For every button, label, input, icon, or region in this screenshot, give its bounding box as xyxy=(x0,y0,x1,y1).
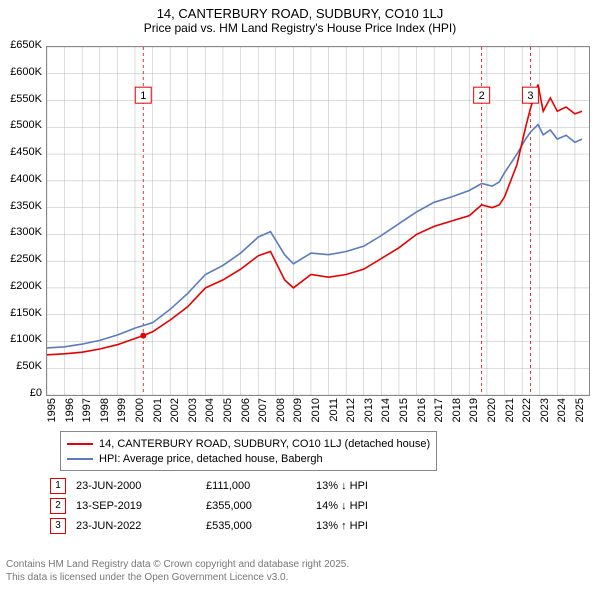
x-tick-label: 2022 xyxy=(521,398,533,428)
y-tick-label: £250K xyxy=(0,253,42,265)
x-tick-label: 1999 xyxy=(116,398,128,428)
svg-text:1: 1 xyxy=(140,90,146,102)
y-tick-label: £400K xyxy=(0,173,42,185)
x-tick-label: 2005 xyxy=(222,398,234,428)
y-tick-label: £650K xyxy=(0,39,42,51)
x-tick-label: 2018 xyxy=(451,398,463,428)
y-tick-label: £300K xyxy=(0,226,42,238)
x-tick-label: 1995 xyxy=(46,398,58,428)
x-tick-label: 2012 xyxy=(345,398,357,428)
y-tick-label: £100K xyxy=(0,333,42,345)
svg-text:3: 3 xyxy=(527,90,533,102)
x-tick-label: 2011 xyxy=(328,398,340,428)
y-tick-label: £150K xyxy=(0,307,42,319)
y-tick-label: £0 xyxy=(0,387,42,399)
chart-footer: Contains HM Land Registry data © Crown c… xyxy=(6,558,349,584)
y-tick-label: £50K xyxy=(0,360,42,372)
chart-plot-area: 1 2 3 xyxy=(46,46,590,396)
x-tick-label: 2023 xyxy=(539,398,551,428)
x-tick-label: 2004 xyxy=(204,398,216,428)
y-tick-label: £550K xyxy=(0,93,42,105)
y-tick-label: £500K xyxy=(0,119,42,131)
x-tick-label: 2019 xyxy=(468,398,480,428)
chart-svg: 1 2 3 xyxy=(47,47,589,395)
marker-date: 23-JUN-2000 xyxy=(76,480,206,492)
marker-box-icon: 1 xyxy=(50,478,66,494)
x-tick-label: 2002 xyxy=(169,398,181,428)
x-tick-label: 1997 xyxy=(81,398,93,428)
x-tick-label: 2007 xyxy=(257,398,269,428)
table-row: 2 13-SEP-2019 £355,000 14% ↓ HPI xyxy=(50,496,406,516)
y-tick-label: £200K xyxy=(0,280,42,292)
marker-delta: 14% ↓ HPI xyxy=(316,500,406,512)
x-tick-label: 2015 xyxy=(398,398,410,428)
footer-line-2: This data is licensed under the Open Gov… xyxy=(6,571,349,584)
x-tick-label: 2014 xyxy=(380,398,392,428)
legend-label-2: HPI: Average price, detached house, Babe… xyxy=(99,453,323,465)
y-tick-label: £600K xyxy=(0,66,42,78)
x-tick-label: 2010 xyxy=(310,398,322,428)
marker-delta: 13% ↓ HPI xyxy=(316,480,406,492)
y-tick-label: £450K xyxy=(0,146,42,158)
marker-date: 23-JUN-2022 xyxy=(76,520,206,532)
marker-box-icon: 3 xyxy=(50,518,66,534)
footer-line-1: Contains HM Land Registry data © Crown c… xyxy=(6,558,349,571)
table-row: 3 23-JUN-2022 £535,000 13% ↑ HPI xyxy=(50,516,406,536)
marker-data-table: 1 23-JUN-2000 £111,000 13% ↓ HPI 2 13-SE… xyxy=(50,476,406,536)
legend-row: 14, CANTERBURY ROAD, SUDBURY, CO10 1LJ (… xyxy=(67,436,430,451)
marker-price: £111,000 xyxy=(206,480,316,492)
x-tick-label: 2009 xyxy=(292,398,304,428)
marker-date: 13-SEP-2019 xyxy=(76,500,206,512)
table-row: 1 23-JUN-2000 £111,000 13% ↓ HPI xyxy=(50,476,406,496)
marker-price: £355,000 xyxy=(206,500,316,512)
marker-delta: 13% ↑ HPI xyxy=(316,520,406,532)
x-tick-label: 2025 xyxy=(574,398,586,428)
x-tick-label: 1998 xyxy=(99,398,111,428)
chart-legend: 14, CANTERBURY ROAD, SUDBURY, CO10 1LJ (… xyxy=(60,431,437,471)
x-tick-label: 2006 xyxy=(240,398,252,428)
chart-title: 14, CANTERBURY ROAD, SUDBURY, CO10 1LJ xyxy=(0,0,600,21)
legend-label-1: 14, CANTERBURY ROAD, SUDBURY, CO10 1LJ (… xyxy=(99,438,430,450)
x-tick-label: 2024 xyxy=(556,398,568,428)
x-tick-label: 2016 xyxy=(416,398,428,428)
x-tick-label: 2008 xyxy=(275,398,287,428)
x-tick-label: 2020 xyxy=(486,398,498,428)
x-tick-label: 2013 xyxy=(363,398,375,428)
legend-swatch-1 xyxy=(67,443,93,445)
svg-text:2: 2 xyxy=(479,90,485,102)
x-tick-label: 2003 xyxy=(187,398,199,428)
marker-price: £535,000 xyxy=(206,520,316,532)
y-tick-label: £350K xyxy=(0,200,42,212)
x-tick-label: 2001 xyxy=(152,398,164,428)
x-tick-label: 1996 xyxy=(64,398,76,428)
legend-swatch-2 xyxy=(67,458,93,460)
legend-row: HPI: Average price, detached house, Babe… xyxy=(67,451,430,466)
x-tick-label: 2000 xyxy=(134,398,146,428)
x-tick-label: 2021 xyxy=(504,398,516,428)
marker-box-icon: 2 xyxy=(50,498,66,514)
x-tick-label: 2017 xyxy=(433,398,445,428)
chart-subtitle: Price paid vs. HM Land Registry's House … xyxy=(0,21,600,35)
